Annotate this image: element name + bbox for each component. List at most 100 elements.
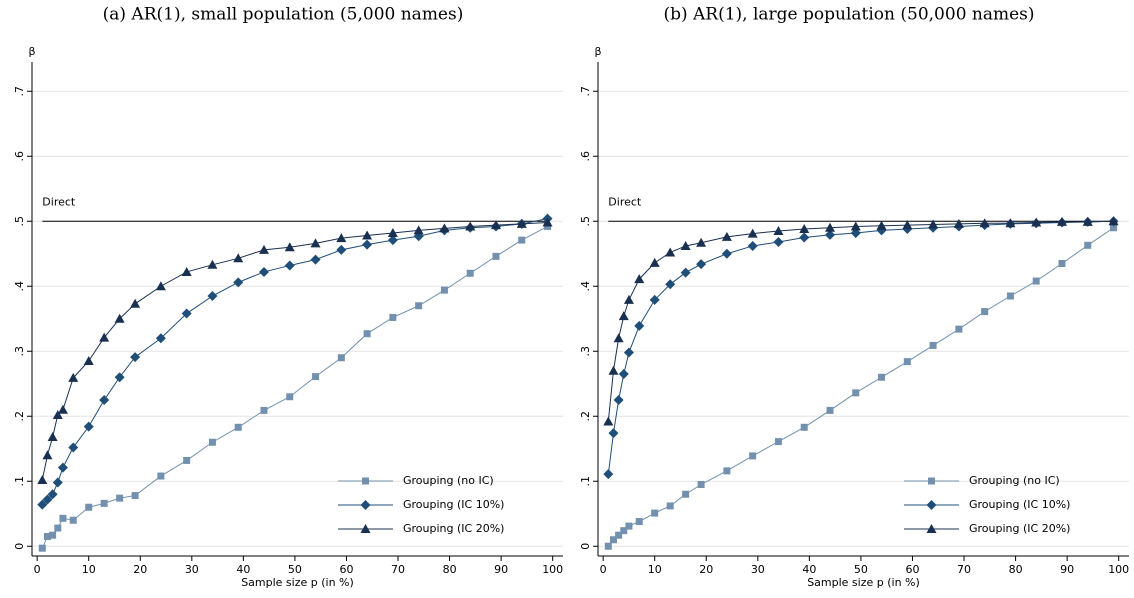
marker [603, 416, 614, 426]
y-tick-label: .3 [13, 346, 26, 357]
y-tick-label: 0 [579, 543, 592, 550]
marker [38, 544, 46, 552]
marker [852, 389, 860, 397]
x-tick-label: 20 [133, 563, 147, 576]
marker [876, 220, 887, 230]
marker [623, 294, 634, 304]
y-tick-label: 0 [13, 543, 26, 550]
marker [721, 248, 732, 259]
x-tick-label: 50 [854, 563, 868, 576]
marker [850, 221, 861, 231]
marker [57, 404, 68, 414]
x-tick-label: 70 [957, 563, 971, 576]
marker [634, 320, 645, 331]
marker [680, 267, 691, 278]
marker [666, 502, 674, 510]
marker [310, 238, 321, 248]
marker [466, 269, 474, 277]
series-line [41, 222, 548, 481]
marker [42, 450, 53, 460]
marker [682, 490, 690, 498]
marker [286, 393, 294, 401]
marker [618, 311, 629, 321]
marker [603, 469, 614, 480]
marker [696, 259, 707, 270]
x-tick-label: 0 [600, 563, 607, 576]
marker [389, 313, 397, 321]
marker [57, 462, 68, 473]
x-tick-label: 80 [443, 563, 457, 576]
marker [799, 232, 810, 243]
marker [387, 235, 398, 246]
marker [774, 438, 782, 446]
y-tick-label: .3 [579, 346, 592, 357]
marker [697, 481, 705, 488]
y-tick-label: .4 [579, 281, 592, 292]
marker [609, 536, 617, 544]
marker [620, 527, 628, 535]
marker [362, 239, 373, 250]
marker [680, 240, 691, 250]
marker [953, 218, 964, 228]
marker [1108, 216, 1119, 226]
marker [310, 254, 321, 265]
marker [258, 266, 269, 277]
marker [336, 233, 347, 243]
chart-title: (a) AR(1), small population (5,000 names… [103, 5, 464, 25]
y-tick-label: .5 [13, 216, 26, 227]
marker [928, 477, 935, 485]
marker [59, 514, 67, 522]
marker [181, 266, 192, 276]
marker [362, 230, 373, 240]
marker [1058, 260, 1066, 267]
marker [824, 222, 835, 232]
marker [826, 406, 834, 414]
marker [207, 259, 218, 269]
x-tick-label: 60 [339, 563, 353, 576]
legend-label: Grouping (no IC) [403, 474, 494, 487]
marker [955, 325, 963, 333]
x-tick-label: 70 [391, 563, 405, 576]
marker [1084, 241, 1092, 249]
y-tick-label: .1 [13, 476, 26, 487]
marker [130, 298, 141, 308]
marker [1031, 217, 1042, 227]
marker [929, 341, 937, 349]
y-tick-label: .6 [13, 151, 26, 162]
marker [130, 352, 141, 363]
marker [336, 244, 347, 255]
marker [360, 524, 371, 533]
marker [100, 499, 108, 507]
marker [928, 219, 939, 229]
marker [634, 274, 645, 284]
marker [114, 372, 125, 383]
marker [207, 291, 218, 301]
marker [608, 365, 619, 375]
marker [234, 423, 242, 431]
marker [47, 432, 58, 442]
marker [1110, 224, 1118, 232]
marker [68, 372, 79, 382]
marker [604, 542, 612, 550]
marker [665, 279, 676, 290]
x-tick-label: 50 [288, 563, 302, 576]
marker [981, 308, 989, 316]
y-tick-label: .7 [579, 86, 592, 97]
marker [518, 236, 526, 244]
chart-title: (b) AR(1), large population (50,000 name… [663, 5, 1034, 25]
marker [649, 257, 660, 267]
x-axis-title: Sample size p (in %) [807, 576, 920, 589]
marker [69, 516, 77, 524]
marker [773, 237, 784, 248]
marker [926, 500, 937, 510]
marker [902, 220, 913, 230]
marker [651, 509, 659, 517]
marker [233, 253, 244, 263]
series-line [41, 218, 548, 506]
marker [54, 524, 62, 532]
marker [52, 409, 63, 419]
marker [131, 492, 139, 500]
marker [465, 221, 476, 231]
marker [723, 467, 731, 475]
